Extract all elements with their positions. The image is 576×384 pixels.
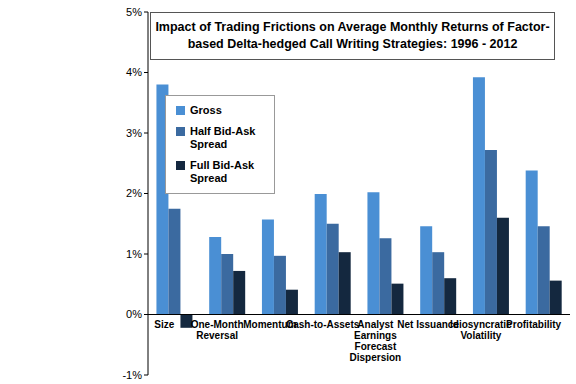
svg-text:0%: 0% [126, 308, 142, 320]
html-text:Half Bid-Ask Spread: Half Bid-Ask Spread [190, 125, 256, 150]
svg-text:4%: 4% [126, 66, 142, 78]
html-text:Full Bid-Ask Spread: Full Bid-Ask Spread [190, 159, 255, 184]
svg-text:2%: 2% [126, 187, 142, 199]
svg-text:5%: 5% [126, 6, 142, 18]
svg-text:IdiosyncraticVolatility: IdiosyncraticVolatility [450, 319, 512, 341]
svg-text:Momentum: Momentum [243, 318, 297, 330]
html-text:Gross: Gross [190, 104, 222, 116]
svg-text:1%: 1% [126, 248, 142, 260]
svg-text:Net Issuance: Net Issuance [397, 318, 459, 330]
html-text:Impact of Trading Frictions on: Impact of Trading Frictions on Average M… [155, 20, 550, 51]
svg-text:-1%: -1% [122, 369, 142, 381]
svg-text:Profitability: Profitability [506, 319, 561, 330]
svg-text:3%: 3% [126, 127, 142, 139]
svg-text:Cash-to-Assets: Cash-to-Assets [286, 319, 360, 330]
svg-text:AnalystEarningsForecastDispers: AnalystEarningsForecastDispersion [350, 319, 402, 363]
svg-text:Size: Size [154, 319, 174, 330]
svg-text:One-MonthReversal: One-MonthReversal [191, 319, 244, 341]
